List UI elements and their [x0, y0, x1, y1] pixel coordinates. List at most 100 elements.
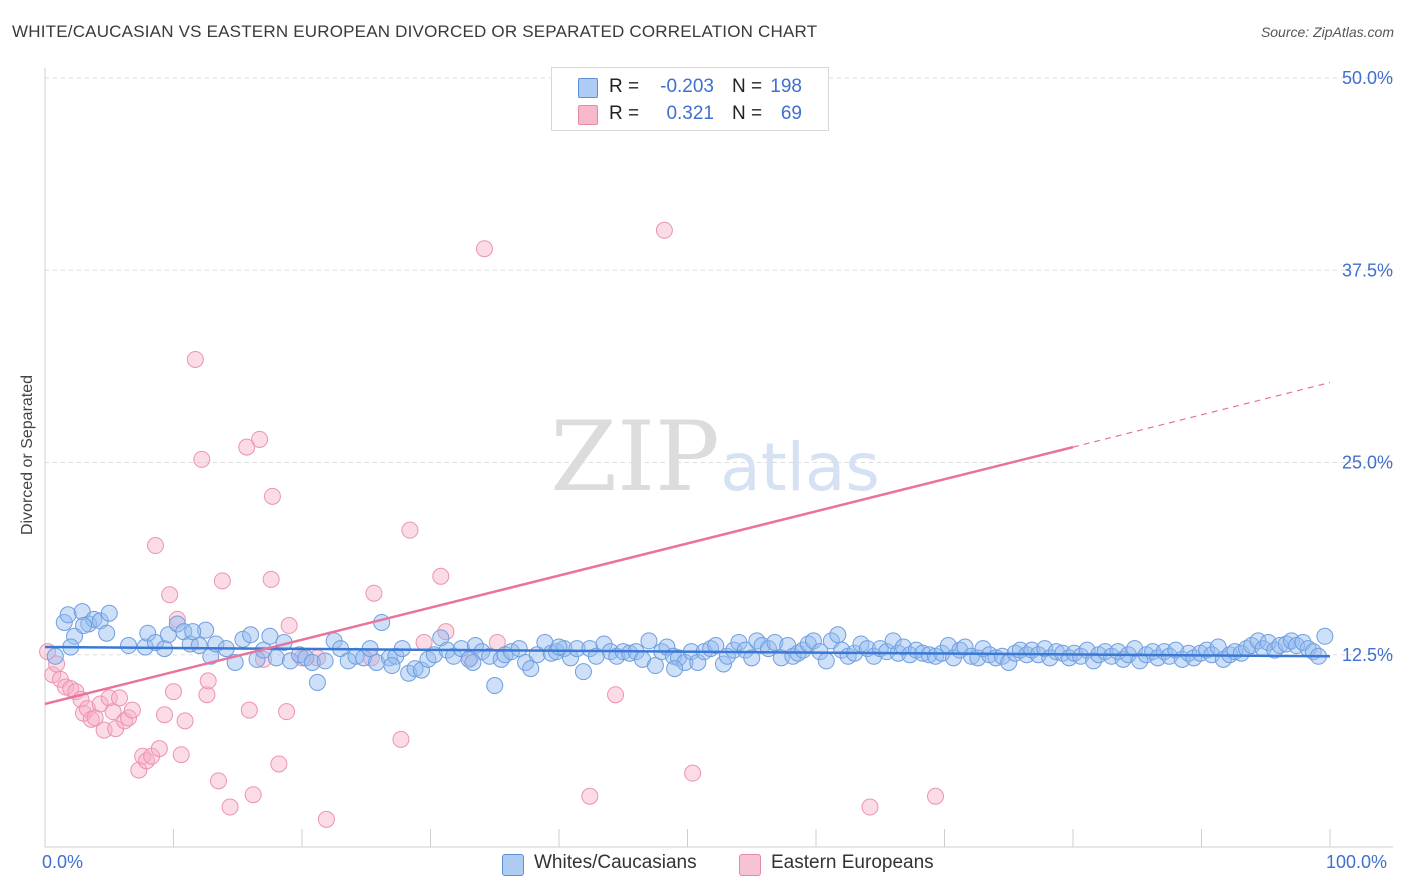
whites-point	[829, 626, 847, 644]
eastern-europeans-point	[607, 686, 625, 704]
whites-point	[522, 660, 540, 678]
eastern-europeans-point	[238, 438, 256, 456]
eastern-europeans-point	[150, 740, 168, 758]
eastern-europeans-point	[172, 746, 190, 764]
whites-point	[303, 653, 321, 671]
whites-point	[1072, 647, 1090, 665]
eastern-europeans-point	[104, 703, 122, 721]
whites-point	[190, 637, 208, 655]
legend-n-label: N =	[732, 76, 763, 97]
eastern-europeans-point	[199, 672, 217, 690]
whites-point	[646, 657, 664, 675]
correlation-legend: R = -0.203 N = 198 R = 0.321 N = 69	[551, 67, 829, 131]
whites-point	[804, 632, 822, 650]
whites-point	[46, 647, 64, 665]
whites-point	[640, 632, 658, 650]
eastern-europeans-point	[861, 798, 879, 816]
eastern-europeans-point	[186, 350, 204, 368]
eastern-europeans-point	[91, 695, 109, 713]
eastern-europeans-point	[263, 487, 281, 505]
axes	[44, 68, 1393, 848]
eastern-europeans-point	[147, 537, 165, 555]
whites-point	[666, 660, 684, 678]
source-label: Source: ZipAtlas.com	[1260, 24, 1394, 40]
legend-label-whites: Whites/Caucasians	[534, 852, 697, 873]
eastern-europeans-point	[278, 703, 296, 721]
x-tick-label-min: 0.0%	[42, 852, 84, 872]
eastern-europeans-point	[254, 650, 272, 668]
whites-point	[413, 661, 431, 679]
whites-point	[689, 653, 707, 671]
whites-point	[817, 652, 835, 670]
legend-r-value: 0.321	[666, 103, 714, 124]
eastern-europeans-point	[270, 755, 288, 773]
eastern-europeans-point	[251, 430, 269, 448]
y-tick-labels: 12.5% 25.0% 37.5% 50.0%	[1342, 68, 1393, 665]
gridlines	[45, 77, 1393, 656]
eastern-europeans-point	[120, 709, 138, 727]
legend-swatch-whites	[578, 78, 598, 98]
eastern-europeans-point	[581, 787, 599, 805]
whites-point	[184, 623, 202, 641]
whites-point	[568, 640, 586, 658]
whites-point	[1316, 627, 1334, 645]
eastern-europeans-point	[401, 521, 419, 539]
eastern-europeans-point	[432, 567, 450, 585]
whites-point	[920, 646, 938, 664]
eastern-europeans-point	[176, 712, 194, 730]
whites-point	[833, 641, 851, 659]
whites-point	[1180, 644, 1198, 662]
whites-point	[261, 627, 279, 645]
eastern-europeans-points	[39, 221, 945, 828]
whites-point	[574, 663, 592, 681]
whites-point	[406, 660, 424, 678]
whites-point	[464, 653, 482, 671]
eastern-europeans-point	[198, 686, 216, 704]
eastern-europeans-point	[111, 689, 129, 707]
legend-label-eastern: Eastern Europeans	[771, 852, 934, 873]
eastern-europeans-point	[138, 752, 156, 770]
y-tick-label: 50.0%	[1342, 68, 1393, 88]
legend-swatch-eastern	[739, 854, 761, 876]
eastern-trend-extension	[1072, 381, 1331, 448]
legend-r-value: -0.203	[660, 76, 714, 97]
eastern-europeans-point	[193, 450, 211, 468]
whites-point	[676, 653, 694, 671]
series-legend: Whites/Caucasians Eastern Europeans	[0, 852, 1406, 878]
eastern-europeans-point	[317, 810, 335, 828]
whites-point	[55, 613, 73, 631]
chart-title: WHITE/CAUCASIAN VS EASTERN EUROPEAN DIVO…	[12, 22, 818, 41]
legend-r-label: R =	[609, 76, 640, 97]
eastern-europeans-point	[684, 764, 702, 782]
eastern-europeans-point	[240, 701, 258, 719]
y-tick-label: 37.5%	[1342, 260, 1393, 280]
eastern-europeans-point	[244, 786, 262, 804]
whites-point	[383, 657, 401, 675]
y-tick-label: 25.0%	[1342, 453, 1393, 473]
whites-point	[993, 647, 1011, 665]
whites-point	[316, 652, 334, 670]
whites-point	[766, 633, 784, 651]
whites-point	[120, 637, 138, 655]
eastern-europeans-point	[123, 701, 141, 719]
whites-point	[85, 610, 103, 628]
eastern-europeans-point	[156, 706, 174, 724]
eastern-europeans-point	[165, 683, 182, 701]
whites-point	[510, 640, 528, 658]
eastern-europeans-point	[161, 586, 179, 604]
eastern-europeans-point	[927, 787, 945, 805]
whites-point	[550, 638, 568, 656]
whites-point	[486, 677, 504, 695]
whites-point	[1131, 652, 1149, 670]
eastern-europeans-point	[392, 730, 410, 748]
trend-lines	[44, 381, 1331, 706]
whites-point	[59, 606, 77, 624]
whites-point	[956, 638, 974, 656]
legend-swatch-eastern	[578, 105, 598, 125]
eastern-europeans-point	[100, 689, 118, 707]
whites-point	[242, 626, 260, 644]
whites-point	[100, 604, 118, 622]
eastern-europeans-point	[213, 572, 231, 590]
legend-r-label: R =	[609, 103, 640, 124]
